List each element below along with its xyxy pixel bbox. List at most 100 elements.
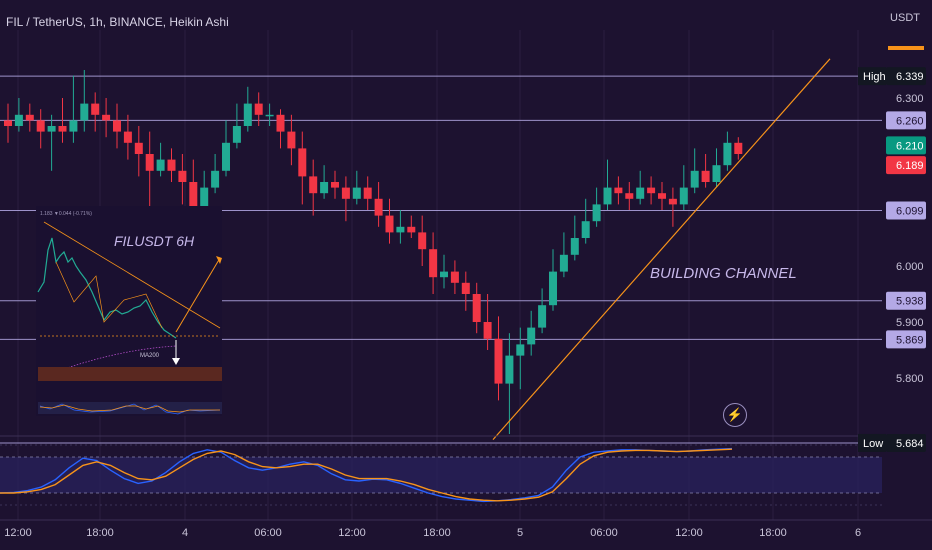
candle[interactable] (102, 98, 111, 138)
candles[interactable] (4, 70, 743, 434)
candle[interactable] (265, 103, 274, 126)
candle[interactable] (636, 170, 645, 205)
candle-body (418, 232, 427, 250)
candle[interactable] (734, 137, 743, 160)
candle[interactable] (211, 154, 220, 194)
candle[interactable] (494, 316, 503, 401)
candle[interactable] (396, 210, 405, 244)
level-tag-label: 6.260 (896, 115, 924, 127)
candle[interactable] (287, 114, 296, 166)
price-tag-background (886, 136, 926, 155)
candle[interactable] (603, 159, 612, 210)
candle[interactable] (549, 249, 557, 311)
candle[interactable] (309, 159, 318, 216)
candle[interactable] (418, 215, 427, 266)
candle[interactable] (113, 103, 121, 149)
candle-body (668, 198, 677, 205)
candle[interactable] (80, 70, 89, 132)
candle[interactable] (472, 282, 481, 334)
candle[interactable] (4, 103, 12, 143)
inset-arrowhead-icon (216, 256, 222, 264)
candle[interactable] (712, 148, 721, 188)
candle[interactable] (243, 86, 252, 132)
channel-trend-line[interactable] (492, 58, 831, 440)
inset-price-line (37, 237, 177, 339)
candle[interactable] (483, 294, 492, 350)
channel-label: BUILDING CHANNEL (650, 265, 797, 282)
level-tag-label: 6.099 (896, 206, 924, 218)
level-price-tag[interactable]: 5.684 Low (858, 433, 926, 452)
candle[interactable] (701, 154, 710, 188)
candle[interactable] (254, 92, 263, 126)
candle[interactable] (570, 215, 579, 261)
level-price-tag[interactable]: 5.869 (886, 330, 926, 349)
candle[interactable] (450, 260, 459, 294)
candle[interactable] (374, 182, 383, 227)
candle[interactable] (559, 232, 568, 278)
current-price-tag[interactable]: 6.189 (886, 156, 926, 175)
lightning-bolt-icon[interactable]: ⚡ (723, 403, 747, 427)
candle[interactable] (47, 114, 56, 171)
candle[interactable] (461, 271, 470, 311)
candle[interactable] (625, 182, 634, 210)
candle[interactable] (167, 148, 176, 182)
price-scale[interactable]: 6.300 6.000 5.900 5.800 6.339 High 6.260 6.099 5… (858, 0, 932, 520)
candle[interactable] (592, 187, 601, 227)
candle[interactable] (527, 310, 536, 356)
time-tick-label: 12:00 (675, 527, 703, 539)
inset-title: FILUSDT 6H (114, 233, 195, 249)
candle-body (25, 114, 34, 121)
candle[interactable] (91, 92, 100, 132)
candle[interactable] (352, 170, 361, 205)
candle-body (156, 159, 165, 171)
time-axis[interactable]: 12:00 18:00 4 06:00 12:00 18:00 5 06:00 12:00 18:… (0, 519, 932, 539)
candle[interactable] (690, 148, 699, 194)
level-price-tag[interactable]: 5.938 (886, 291, 926, 310)
candle[interactable] (69, 75, 78, 143)
candle[interactable] (668, 187, 677, 227)
candle[interactable] (363, 176, 372, 210)
candle[interactable] (14, 98, 23, 132)
current-price-tag[interactable]: 6.210 (886, 136, 926, 155)
level-tag-caption: High (863, 71, 886, 83)
candle[interactable] (222, 120, 230, 177)
candle-body (647, 187, 656, 194)
candle[interactable] (658, 182, 666, 210)
candle[interactable] (276, 109, 285, 149)
level-tag-caption-background (858, 67, 886, 86)
candle[interactable] (505, 333, 514, 434)
candle[interactable] (134, 126, 143, 177)
candle[interactable] (581, 198, 590, 244)
candle-body (483, 322, 492, 339)
candle[interactable] (385, 198, 394, 244)
candle[interactable] (58, 98, 67, 143)
candle[interactable] (298, 131, 307, 205)
inset-ma-label: MA200 (140, 353, 160, 359)
level-price-tag[interactable]: 6.260 (886, 111, 926, 130)
level-price-tag[interactable]: 6.099 (886, 201, 926, 220)
candle[interactable] (25, 103, 34, 132)
candle[interactable] (36, 109, 45, 149)
candle[interactable] (614, 176, 623, 205)
candle[interactable] (178, 154, 187, 205)
candle[interactable] (538, 288, 547, 334)
candle[interactable] (429, 232, 438, 294)
candle[interactable] (341, 176, 350, 222)
price-tick-label: 6.000 (896, 261, 924, 273)
candle[interactable] (679, 165, 688, 210)
level-price-tag[interactable]: 6.339 High (858, 67, 926, 86)
candle[interactable] (232, 103, 241, 149)
candle-body (440, 271, 448, 278)
candle[interactable] (156, 142, 165, 177)
candle-body (461, 282, 470, 294)
candle[interactable] (440, 254, 448, 289)
candle[interactable] (320, 165, 329, 199)
candle[interactable] (407, 215, 416, 238)
candle[interactable] (516, 327, 525, 390)
candle[interactable] (331, 170, 339, 199)
candle[interactable] (647, 176, 656, 205)
candle[interactable] (723, 131, 732, 171)
candle[interactable] (123, 114, 132, 160)
candle[interactable] (145, 131, 154, 216)
price-tick-label: 6.300 (896, 93, 924, 105)
